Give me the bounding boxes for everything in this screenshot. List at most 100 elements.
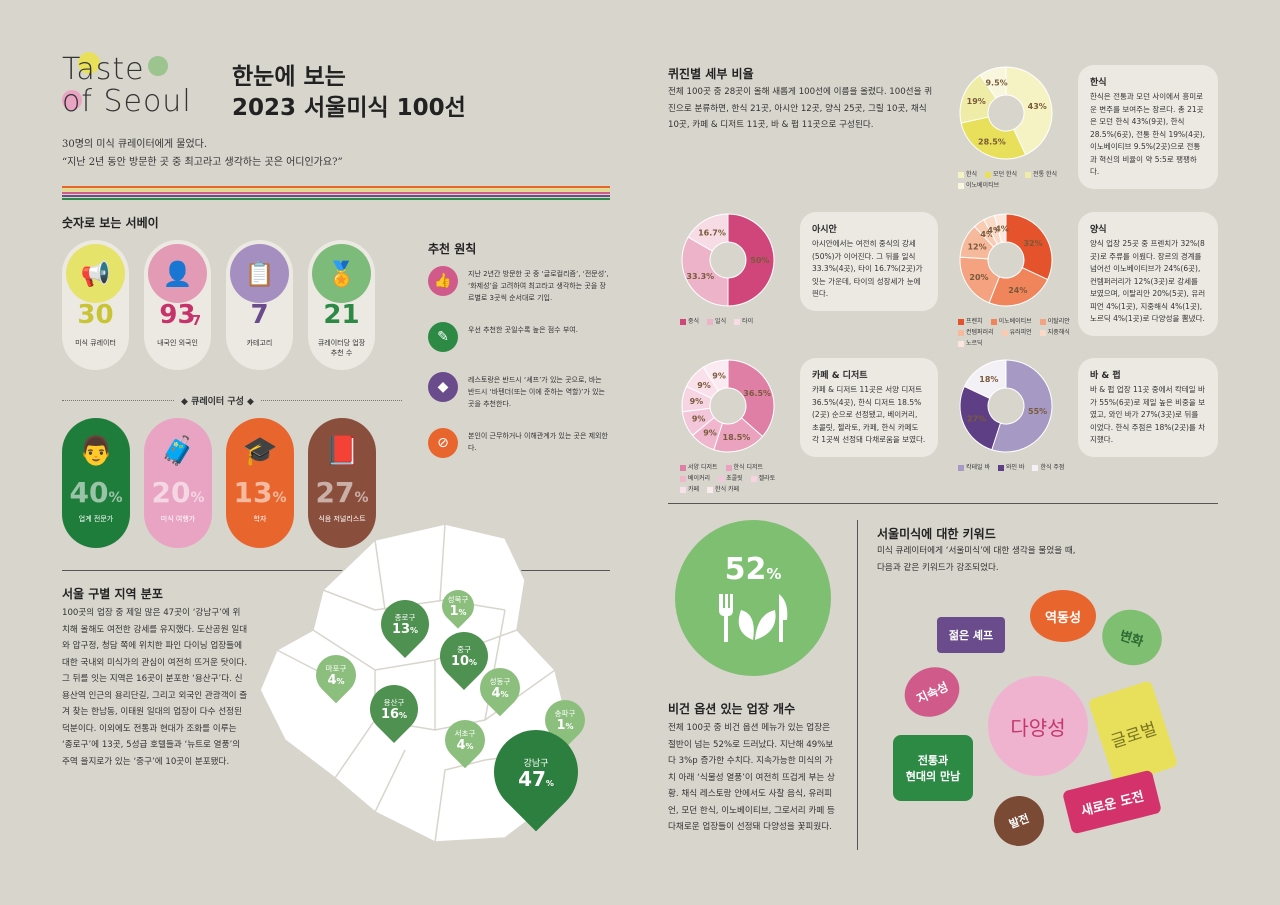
keyword-tradition-line2: 현대의 만남 [905,770,961,783]
curator-title-text: 큐레이터 구성 [191,397,244,407]
survey-stat: 🏅 21 큐레이터당 업장 추천 수 [308,240,375,370]
bubble-title: 바 & 펍 [1090,371,1121,381]
keyword-tradition: 전통과 현대의 만남 [893,735,973,801]
legend-label: 지중해식 [1047,329,1070,336]
district-pct-unit: % [399,711,408,720]
logo: Taste of Seoul [62,52,212,122]
district-pin-label: 강남구 47% [494,730,578,814]
donut-slice [727,213,775,307]
legend-label: 이노베이티브 [998,318,1032,325]
cuisine-title: 퀴진별 세부 비율 [668,67,754,81]
keyword-young-chef: 젊은 셰프 [937,617,1005,653]
bubble-title: 한식 [1090,78,1107,88]
district-pin: 마포구 4% [307,646,365,704]
district-pct-value: 4 [456,738,466,753]
keyword-body: 미식 큐레이터에게 ‘서울미식’에 대한 생각을 물었을 때, 다음과 같은 키… [877,543,1076,576]
bubble-title: 아시안 [812,225,837,235]
bubble-title: 카페 & 디저트 [812,371,868,381]
district-pin: 성북구 1% [435,583,481,629]
cuisine-bubble: 아시안 아시안에서는 여전히 중식의 강세(50%)가 이어진다. 그 뒤를 일식… [800,212,938,311]
cuisine-bubble: 카페 & 디저트 카페 & 디저트 11곳은 서양 디저트 36.5%(4곳), … [800,358,938,457]
legend-label: 중식 [688,318,700,325]
district-pct: 4% [327,673,344,688]
cuisine-body: 전체 100곳 중 28곳이 올해 새롭게 100선에 이름을 올렸다. 100… [668,87,933,130]
intro-line2: “지난 2년 동안 방문한 곳 중 최고라고 생각하는 곳은 어디인가요?” [62,157,343,168]
district-pct-unit: % [465,742,474,751]
legend-item: 이탈리안 [1039,316,1070,325]
legend-label: 노르딕 [966,340,983,347]
principle-item: ◆ 레스토랑은 반드시 ‘셰프’가 있는 곳으로, 바는 반드시 ‘바텐더(또는 … [428,372,610,410]
survey-stat-label: 큐레이터당 업장 추천 수 [317,339,366,357]
donut-slice [702,359,729,392]
curator-stat: 🧳 20% 미식 여행가 [144,418,212,548]
keyword-sustain: 지속성 [896,658,968,726]
donut-slice-label: 16.7% [698,228,726,237]
vegan-pct: 52% [675,552,831,587]
curator-pct: 27% [308,476,376,509]
district-pct: 4% [491,686,508,701]
district-pct-unit: % [410,626,419,635]
donut-slice-label: 32% [1023,239,1042,248]
legend-swatch [990,318,997,325]
district-pct-value: 16 [380,707,400,722]
district-pct-value: 13 [391,622,411,637]
district-pct-unit: % [469,658,478,667]
legend-item: 노르딕 [958,338,983,347]
legend-item: 일식 [707,316,726,325]
legend-label: 전통 한식 [1033,171,1058,178]
chart-legend: 중식 일식 타이 [680,316,792,325]
legend-swatch [958,171,964,178]
logo-dot-green [148,56,168,76]
legend-item: 서양 디저트 [680,462,718,471]
legend-item: 한식 디저트 [725,462,763,471]
district-pin-label: 서초구 4% [445,720,485,760]
keyword-dynamic: 역동성 [1030,590,1096,642]
legend-item: 지중해식 [1039,327,1070,336]
page-title: 한눈에 보는 2023 서울미식 100선 [232,62,466,124]
survey-stat-number: 30 [77,300,114,330]
chart-legend: 서양 디저트 한식 디저트 베이커리 초콜릿 젤라토 카페 한식 카페 [680,462,792,493]
edit-icon: ✎ [428,322,458,352]
legend-swatch [985,171,992,178]
district-pin: 강남구 47% [476,712,596,832]
legend-item: 전통 한식 [1025,169,1057,178]
fork-knife-leaf-icon [719,594,788,642]
donut-chart: 32% 24% 20% 12% 4% 4% 4% [958,212,1054,308]
legend-swatch [958,340,964,347]
legend-item: 컨템퍼러리 [958,327,994,336]
district-pin-label: 성동구 4% [480,668,520,708]
donut-slice [991,359,1053,453]
donut-slice-label: 24% [1008,286,1027,295]
district-pct: 13% [391,622,419,637]
legend-swatch [680,318,686,325]
survey-stat-number2: 7 [192,314,202,329]
medal-icon: 🏅 [312,244,371,303]
legend-label: 카페 [688,486,700,493]
donut-slice-label: 4% [980,230,994,239]
survey-stat: 📋 7 카테고리 [226,240,293,370]
person-icon: 👤 [148,244,207,303]
curator-label: 미식 여행가 [160,515,196,523]
bubble-body: 양식 업장 25곳 중 프렌치가 32%(8곳)로 주류를 이뤘다. 장르의 경… [1090,239,1206,323]
legend-item: 베이커리 [680,473,710,482]
legend-label: 한식 주점 [1040,464,1065,471]
district-pct: 10% [451,654,478,669]
legend-label: 젤라토 [758,475,776,482]
donut-slice [1005,213,1053,281]
donut-slice-label: 28.5% [978,138,1006,147]
district-pin-label: 성북구 1% [442,590,474,622]
legend-label: 프렌치 [966,318,983,325]
donut-slice-label: 12% [967,242,986,251]
legend-swatch [1001,329,1008,336]
logo-dot-yellow [78,52,100,74]
vertical-divider [857,520,858,850]
district-pct-value: 4 [491,686,501,701]
district-pin: 용산구 16% [360,675,428,743]
bubble-title: 양식 [1090,225,1107,235]
donut-slice-label: 9% [697,381,711,390]
survey-stat: 👤 93 7 내국인 외국인 [144,240,211,370]
legend-item: 칵테일 바 [958,462,990,471]
legend-item: 초콜릿 [718,473,743,482]
donut-slice-label: 33.3% [686,272,714,281]
district-pct-value: 4 [327,673,337,688]
